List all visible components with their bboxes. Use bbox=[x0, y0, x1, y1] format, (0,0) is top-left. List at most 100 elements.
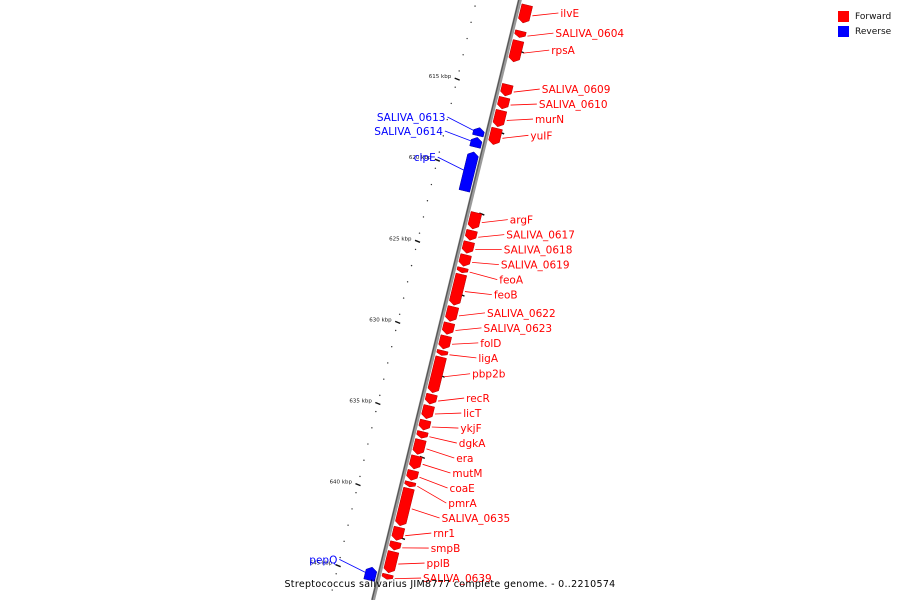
gene-yuif-arrow[interactable] bbox=[488, 126, 503, 145]
gene-label-saliva_0639[interactable]: SALIVA_0639 bbox=[423, 573, 492, 585]
gene-leader-line bbox=[455, 327, 482, 331]
gene-saliva_0604-arrow[interactable] bbox=[514, 29, 527, 38]
legend-reverse: Reverse bbox=[838, 24, 891, 39]
gene-label-yuif[interactable]: yuIF bbox=[530, 130, 552, 142]
minor-tick bbox=[458, 70, 460, 72]
gene-pepq-arrow[interactable] bbox=[363, 566, 378, 582]
gene-label-saliva_0614[interactable]: SALIVA_0614 bbox=[374, 126, 443, 138]
gene-label-dgka[interactable]: dgkA bbox=[459, 438, 486, 450]
gene-rpsa-arrow[interactable] bbox=[508, 39, 525, 63]
gene-saliva_0609-arrow[interactable] bbox=[500, 82, 514, 97]
gene-liga-arrow[interactable] bbox=[436, 349, 449, 356]
gene-leader-line bbox=[464, 291, 492, 296]
gene-pplb-arrow[interactable] bbox=[383, 550, 400, 574]
gene-label-liga[interactable]: ligA bbox=[478, 353, 498, 365]
gene-rnr1-arrow[interactable] bbox=[391, 525, 406, 541]
gene-leader-line bbox=[394, 577, 422, 580]
gene-saliva_0639-arrow[interactable] bbox=[381, 572, 394, 580]
gene-saliva_0635-arrow[interactable] bbox=[395, 486, 415, 527]
gene-smpb-arrow[interactable] bbox=[389, 540, 402, 551]
gene-label-saliva_0613[interactable]: SALIVA_0613 bbox=[377, 112, 446, 124]
gene-dgka-arrow[interactable] bbox=[416, 430, 429, 439]
gene-fold-arrow[interactable] bbox=[438, 334, 452, 350]
minor-tick bbox=[351, 508, 353, 510]
gene-label-murn[interactable]: murN bbox=[535, 114, 564, 126]
gene-pmra-arrow[interactable] bbox=[404, 480, 417, 488]
gene-recr-arrow[interactable] bbox=[424, 392, 438, 405]
gene-leader-line bbox=[447, 116, 474, 131]
gene-label-argf[interactable]: argF bbox=[510, 215, 533, 227]
gene-feob-arrow[interactable] bbox=[449, 272, 468, 306]
gene-label-pmra[interactable]: pmrA bbox=[448, 498, 477, 510]
minor-tick bbox=[394, 329, 397, 332]
gene-leader-line bbox=[458, 312, 486, 317]
gene-label-feob[interactable]: feoB bbox=[494, 290, 518, 302]
tick-label: 645 kbp bbox=[310, 561, 333, 567]
gene-label-pepq[interactable]: pepQ bbox=[309, 554, 337, 566]
gene-label-feoa[interactable]: feoA bbox=[499, 275, 524, 287]
gene-coae-arrow[interactable] bbox=[406, 469, 420, 481]
gene-saliva_0617-arrow[interactable] bbox=[464, 228, 478, 241]
gene-saliva_0614-arrow[interactable] bbox=[469, 137, 483, 149]
minor-tick bbox=[450, 102, 452, 105]
gene-mutm-arrow[interactable] bbox=[409, 454, 423, 470]
gene-label-era[interactable]: era bbox=[456, 453, 473, 465]
gene-label-clpe[interactable]: clpE bbox=[414, 152, 436, 164]
minor-tick bbox=[418, 232, 421, 234]
minor-tick bbox=[331, 589, 333, 591]
gene-label-saliva_0617[interactable]: SALIVA_0617 bbox=[506, 230, 575, 242]
gene-saliva_0623-arrow[interactable] bbox=[441, 321, 456, 335]
gene-label-saliva_0622[interactable]: SALIVA_0622 bbox=[487, 308, 556, 320]
gene-label-saliva_0635[interactable]: SALIVA_0635 bbox=[442, 513, 511, 525]
gene-label-saliva_0623[interactable]: SALIVA_0623 bbox=[483, 323, 552, 335]
gene-label-saliva_0609[interactable]: SALIVA_0609 bbox=[542, 84, 611, 96]
gene-saliva_0618-arrow[interactable] bbox=[461, 240, 475, 254]
gene-lict-arrow[interactable] bbox=[421, 404, 435, 420]
gene-label-saliva_0618[interactable]: SALIVA_0618 bbox=[504, 245, 573, 257]
minor-tick bbox=[430, 183, 433, 186]
gene-label-pbp2b[interactable]: pbp2b bbox=[472, 369, 506, 381]
gene-label-saliva_0619[interactable]: SALIVA_0619 bbox=[501, 260, 570, 272]
gene-clpe-arrow[interactable] bbox=[458, 151, 479, 193]
gene-saliva_0610-arrow[interactable] bbox=[497, 95, 511, 110]
tick-label: 625 kbp bbox=[389, 236, 412, 242]
gene-pbp2b-arrow[interactable] bbox=[427, 355, 447, 394]
gene-leader-line bbox=[434, 412, 462, 415]
gene-label-ykjf[interactable]: ykjF bbox=[460, 423, 481, 435]
gene-leader-line bbox=[478, 234, 505, 238]
gene-saliva_0613-arrow[interactable] bbox=[472, 127, 485, 138]
gene-era-arrow[interactable] bbox=[412, 438, 427, 455]
gene-leader-line bbox=[429, 436, 457, 444]
gene-label-lict[interactable]: licT bbox=[463, 408, 482, 420]
minor-tick bbox=[339, 556, 341, 559]
minor-tick bbox=[379, 394, 381, 397]
gene-leader-line bbox=[444, 130, 472, 142]
gene-label-pplb[interactable]: pplB bbox=[427, 558, 450, 570]
gene-label-recr[interactable]: recR bbox=[466, 393, 490, 405]
gene-label-mutm[interactable]: mutM bbox=[452, 468, 482, 480]
gene-label-saliva_0610[interactable]: SALIVA_0610 bbox=[539, 99, 608, 111]
minor-tick bbox=[414, 248, 417, 251]
gene-label-rpsa[interactable]: rpsA bbox=[551, 45, 575, 57]
gene-label-rnr1[interactable]: rnr1 bbox=[433, 528, 455, 540]
tick-label: 630 kbp bbox=[369, 317, 392, 323]
gene-label-saliva_0604[interactable]: SALIVA_0604 bbox=[555, 28, 624, 40]
minor-tick bbox=[474, 5, 476, 7]
gene-label-coae[interactable]: coaE bbox=[450, 483, 475, 495]
gene-label-smpb[interactable]: smpB bbox=[431, 543, 461, 555]
gene-label-fold[interactable]: folD bbox=[480, 338, 501, 350]
gene-ilve-arrow[interactable] bbox=[518, 3, 533, 24]
gene-saliva_0619-arrow[interactable] bbox=[458, 253, 472, 267]
gene-feoa-arrow[interactable] bbox=[456, 266, 469, 274]
gene-ykjf-arrow[interactable] bbox=[418, 418, 432, 431]
minor-tick bbox=[402, 297, 405, 299]
gene-leader-line bbox=[398, 562, 425, 565]
tick-label: 635 kbp bbox=[349, 398, 372, 404]
gene-murn-arrow[interactable] bbox=[492, 108, 508, 128]
gene-label-ilve[interactable]: ilvE bbox=[560, 8, 579, 20]
gene-argf-arrow[interactable] bbox=[467, 211, 483, 230]
gene-saliva_0622-arrow[interactable] bbox=[445, 305, 460, 322]
gene-leader-line bbox=[510, 103, 537, 106]
minor-tick bbox=[454, 86, 456, 88]
minor-tick bbox=[442, 135, 445, 137]
